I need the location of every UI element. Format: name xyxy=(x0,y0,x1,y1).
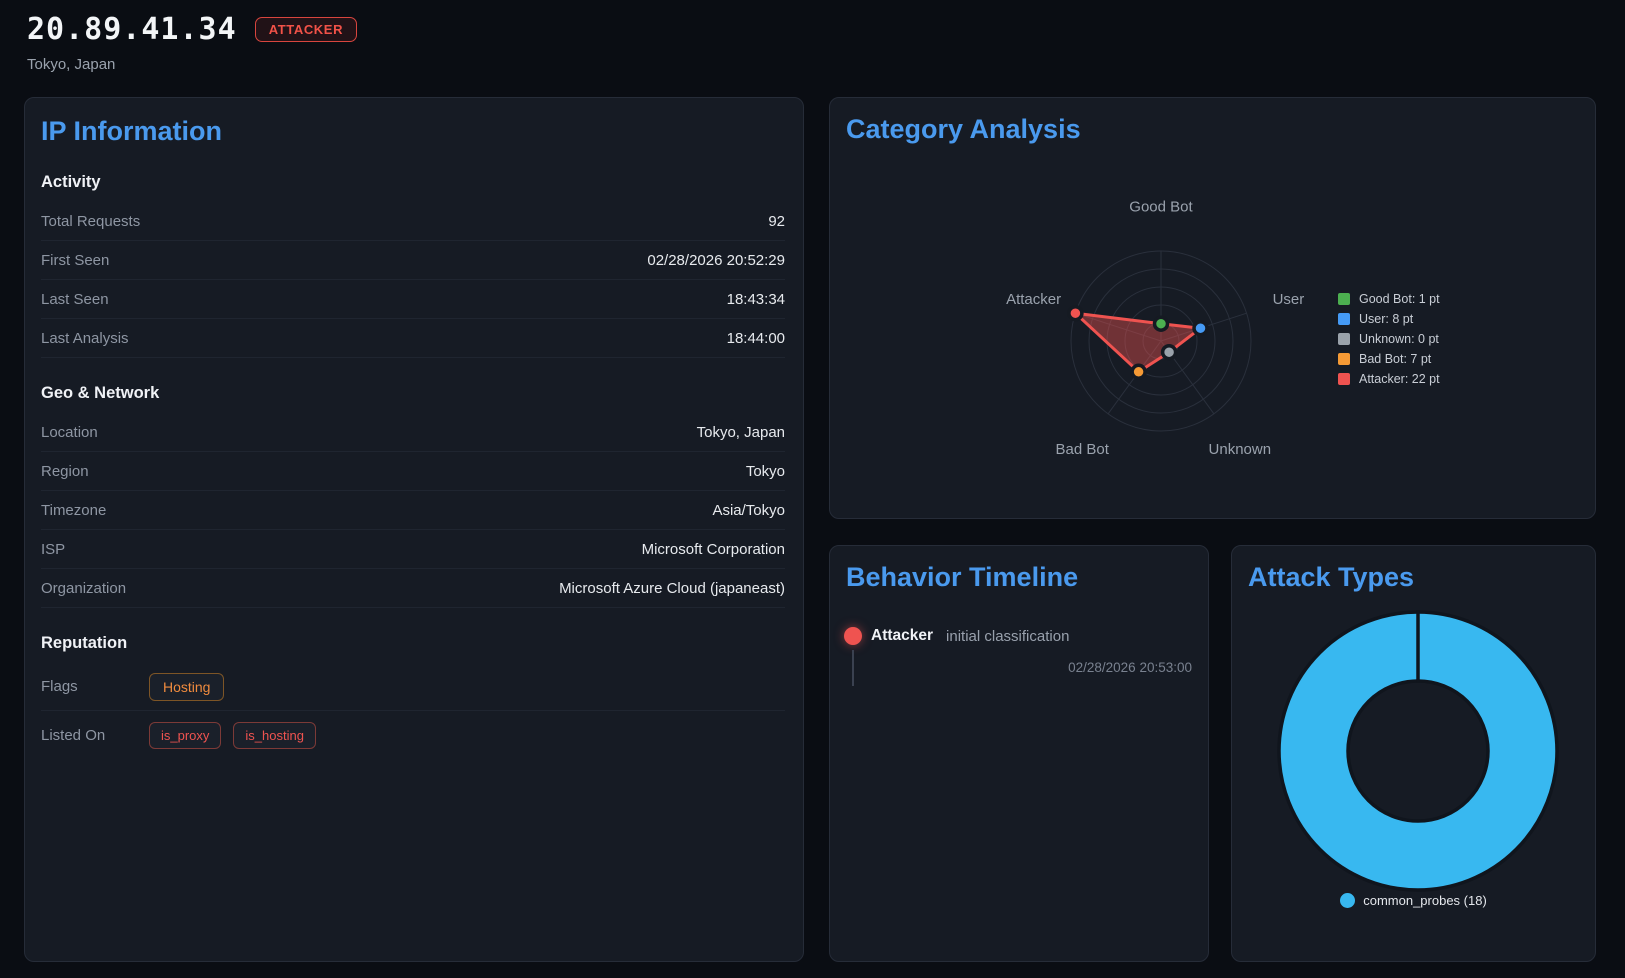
geo-network-rows: Location Tokyo, Japan Region Tokyo Timez… xyxy=(41,413,785,608)
section-header-activity: Activity xyxy=(41,173,101,191)
table-row: Organization Microsoft Azure Cloud (japa… xyxy=(41,569,785,608)
radar-legend-item[interactable]: User: 8 pt xyxy=(1338,309,1440,329)
svg-text:Attacker: Attacker xyxy=(1006,291,1061,308)
behavior-timeline-title: Behavior Timeline xyxy=(846,562,1079,592)
flags-chips: Hosting xyxy=(149,672,225,701)
page-header: 20.89.41.34 ATTACKER Tokyo, Japan xyxy=(27,12,358,73)
row-label: Last Seen xyxy=(41,290,109,308)
row-label: Flags xyxy=(41,678,78,695)
table-row: Location Tokyo, Japan xyxy=(41,413,785,452)
row-label: Location xyxy=(41,423,98,441)
legend-label: Attacker: 22 pt xyxy=(1359,372,1440,386)
classification-badge: ATTACKER xyxy=(254,17,358,42)
legend-swatch xyxy=(1340,893,1356,908)
timeline-event-note: initial classification xyxy=(946,627,1070,645)
section-header-reputation: Reputation xyxy=(41,634,128,652)
row-label: Last Analysis xyxy=(41,329,129,347)
row-value: 02/28/2026 20:52:29 xyxy=(647,251,785,269)
svg-text:Bad Bot: Bad Bot xyxy=(1056,441,1110,458)
timeline-event-timestamp: 02/28/2026 20:53:00 xyxy=(1068,660,1192,675)
listed-badge-is-hosting: is_hosting xyxy=(233,721,316,749)
row-label: Listed On xyxy=(41,726,106,744)
activity-rows: Total Requests 92 First Seen 02/28/2026 … xyxy=(41,202,785,358)
listed-badge-is-proxy: is_proxy xyxy=(149,721,222,749)
attack-types-panel: Attack Types common_probes (18) xyxy=(1231,545,1596,962)
timeline-rail xyxy=(852,650,854,686)
reputation-rows: Flags Hosting Listed On is_proxy is_host… xyxy=(41,663,785,759)
row-value: Microsoft Corporation xyxy=(641,540,785,558)
flag-badge-hosting: Hosting xyxy=(149,672,225,701)
row-label: Timezone xyxy=(41,501,107,519)
row-value: 92 xyxy=(768,212,785,230)
listed-on-row: Listed On is_proxy is_hosting xyxy=(41,711,785,759)
row-value: Microsoft Azure Cloud (japaneast) xyxy=(559,579,785,597)
category-analysis-title: Category Analysis xyxy=(846,114,1081,144)
legend-swatch xyxy=(1338,293,1350,305)
table-row: Last Seen 18:43:34 xyxy=(41,280,785,319)
row-value: 18:43:34 xyxy=(726,290,785,308)
radar-legend-item[interactable]: Unknown: 0 pt xyxy=(1338,329,1440,349)
table-row: Timezone Asia/Tokyo xyxy=(41,491,785,530)
row-value: Asia/Tokyo xyxy=(712,501,785,519)
category-analysis-panel: Category Analysis Good Bot User Unknown Bad… xyxy=(829,97,1596,519)
legend-swatch xyxy=(1338,353,1350,365)
legend-swatch xyxy=(1338,333,1350,345)
donut-legend: common_probes (18) xyxy=(1232,893,1595,908)
attack-types-title: Attack Types xyxy=(1248,562,1415,592)
row-value: Tokyo, Japan xyxy=(696,423,785,441)
row-value: 18:44:00 xyxy=(726,329,785,347)
table-row: Last Analysis 18:44:00 xyxy=(41,319,785,358)
timeline-event-dot xyxy=(844,627,862,645)
legend-label: Good Bot: 1 pt xyxy=(1359,292,1440,306)
legend-label: User: 8 pt xyxy=(1359,312,1414,326)
radar-legend: Good Bot: 1 pt User: 8 pt Unknown: 0 pt Bad… xyxy=(1338,289,1440,389)
radar-legend-item[interactable]: Good Bot: 1 pt xyxy=(1338,289,1440,309)
legend-label: Bad Bot: 7 pt xyxy=(1359,352,1432,366)
row-value: Tokyo xyxy=(745,462,785,480)
category-radar-chart[interactable]: Good Bot User Unknown Bad Bot Attacker xyxy=(830,98,1597,518)
header-location: Tokyo, Japan xyxy=(27,56,116,73)
legend-label: common_probes (18) xyxy=(1363,893,1487,908)
row-label: First Seen xyxy=(41,251,110,269)
ip-address: 20.89.41.34 xyxy=(27,12,237,47)
table-row: First Seen 02/28/2026 20:52:29 xyxy=(41,241,785,280)
behavior-timeline-panel: Behavior Timeline Attacker initial class… xyxy=(829,545,1209,962)
radar-legend-item[interactable]: Attacker: 22 pt xyxy=(1338,369,1440,389)
row-label: ISP xyxy=(41,540,66,558)
radar-legend-item[interactable]: Bad Bot: 7 pt xyxy=(1338,349,1440,369)
listed-on-chips: is_proxy is_hosting xyxy=(149,721,316,749)
legend-swatch xyxy=(1338,373,1350,385)
row-label: Region xyxy=(41,462,89,480)
ip-information-panel: IP Information Activity Total Requests 9… xyxy=(24,97,804,962)
table-row: Region Tokyo xyxy=(41,452,785,491)
table-row: Total Requests 92 xyxy=(41,202,785,241)
timeline-event-text: Attacker initial classification xyxy=(871,627,1069,645)
ip-title-row: 20.89.41.34 ATTACKER xyxy=(27,12,358,47)
donut-legend-item[interactable]: common_probes (18) xyxy=(1340,893,1487,908)
row-label: Organization xyxy=(41,579,127,597)
legend-swatch xyxy=(1338,313,1350,325)
section-header-geo-network: Geo & Network xyxy=(41,384,160,402)
svg-text:User: User xyxy=(1273,291,1305,308)
attack-types-donut-chart[interactable] xyxy=(1232,546,1597,961)
svg-text:Good Bot: Good Bot xyxy=(1129,199,1193,216)
timeline-event-category: Attacker xyxy=(871,627,934,644)
ip-information-title: IP Information xyxy=(41,116,223,146)
svg-text:Unknown: Unknown xyxy=(1209,441,1272,458)
flags-row: Flags Hosting xyxy=(41,663,785,711)
table-row: ISP Microsoft Corporation xyxy=(41,530,785,569)
row-label: Total Requests xyxy=(41,212,141,230)
legend-label: Unknown: 0 pt xyxy=(1359,332,1439,346)
